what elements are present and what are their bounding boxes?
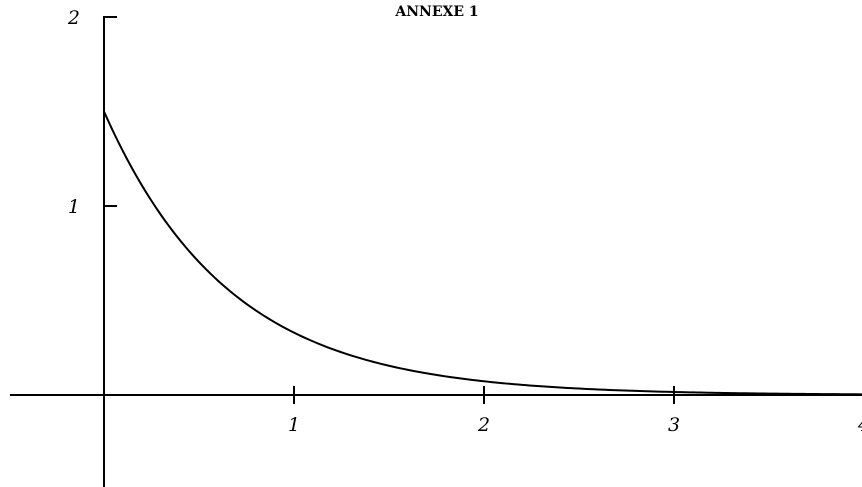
x-tick-label: 2 [477, 414, 490, 436]
ticks [104, 16, 675, 404]
y-tick-label: 1 [68, 196, 80, 218]
y-tick-label: 2 [67, 7, 80, 29]
x-tick-label: 4 [857, 414, 862, 436]
x-tick-label: 1 [288, 414, 300, 436]
series-curve [103, 111, 862, 396]
x-tick-label: 3 [668, 414, 680, 436]
tick-labels: 1 2 3 4 1 2 [67, 7, 862, 436]
axes [10, 16, 862, 487]
chart-title: ANNEXE 1 [394, 4, 478, 20]
